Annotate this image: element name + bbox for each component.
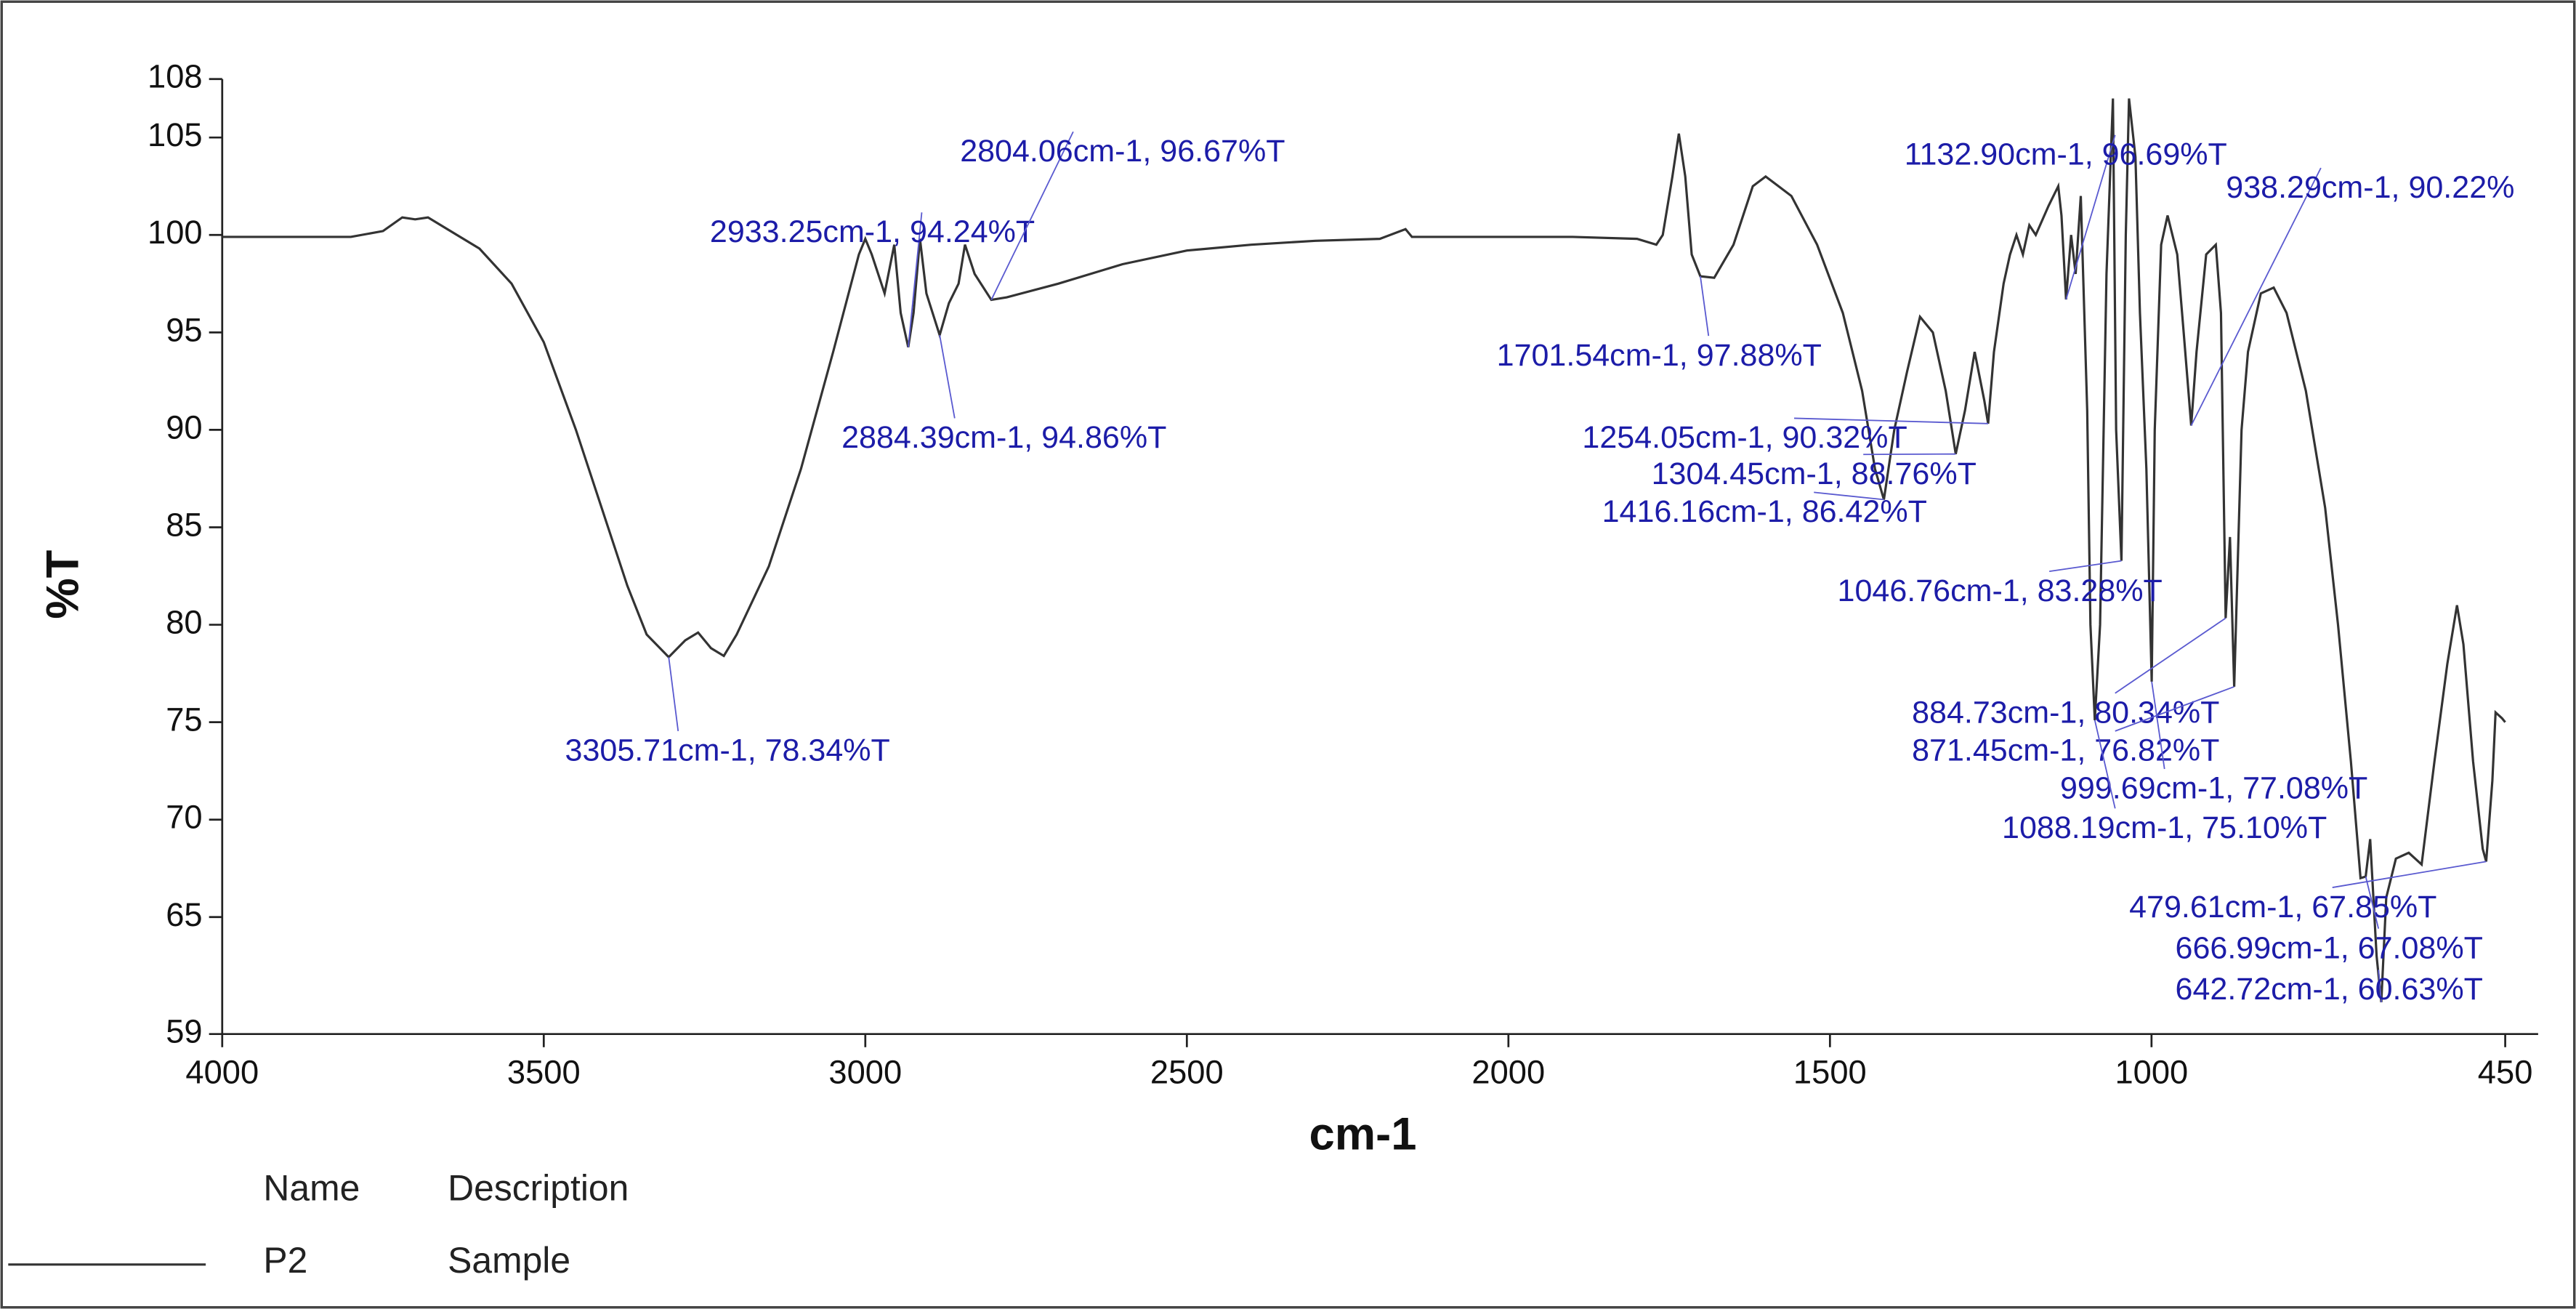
- annotation-leader: [668, 656, 679, 731]
- annotation-leader: [2093, 720, 2116, 809]
- x-tick-label: 1500: [1793, 1054, 1867, 1091]
- annotation-label: 999.69cm-1, 77.08%T: [2060, 771, 2367, 806]
- annotation-label: 479.61cm-1, 67.85%T: [2129, 890, 2436, 925]
- annotation-leader: [939, 334, 956, 419]
- legend-description: Sample: [448, 1240, 570, 1281]
- annotation-label: 2933.25cm-1, 94.24%T: [710, 214, 1035, 249]
- x-tick-label: 3500: [507, 1054, 581, 1091]
- annotation-label: 3305.71cm-1, 78.34%T: [565, 733, 890, 768]
- annotation-label: 1416.16cm-1, 86.42%T: [1602, 494, 1927, 529]
- legend-header: Name: [263, 1167, 360, 1208]
- annotation-label: 642.72cm-1, 60.63%T: [2176, 972, 2483, 1007]
- x-tick-label: 3000: [828, 1054, 902, 1091]
- annotation-label: 2884.39cm-1, 94.86%T: [841, 420, 1166, 455]
- annotation-label: 1304.45cm-1, 88.76%T: [1652, 456, 1977, 491]
- y-tick-label: 75: [166, 701, 202, 738]
- y-tick-label: 59: [166, 1013, 202, 1050]
- annotation-label: 1701.54cm-1, 97.88%T: [1497, 338, 1822, 373]
- annotation-leader: [2378, 970, 2382, 1003]
- y-tick-label: 80: [166, 604, 202, 641]
- annotation-leader: [1700, 275, 1710, 337]
- y-tick-label: 95: [166, 311, 202, 348]
- annotation-leader: [990, 131, 1074, 300]
- y-tick-label: 108: [148, 58, 203, 95]
- y-axis-title: %T: [37, 549, 88, 619]
- x-tick-label: 4000: [185, 1054, 259, 1091]
- annotation-leader: [907, 212, 923, 347]
- x-tick-label: 2000: [1471, 1054, 1545, 1091]
- x-axis-title: cm-1: [1309, 1108, 1417, 1159]
- annotation-label: 1088.19cm-1, 75.10%T: [2002, 810, 2327, 845]
- y-tick-label: 70: [166, 799, 202, 836]
- annotation-label: 666.99cm-1, 67.08%T: [2176, 930, 2483, 965]
- annotation-leader: [2332, 861, 2487, 888]
- annotation-leader: [1794, 417, 1989, 424]
- y-tick-label: 90: [166, 408, 202, 446]
- x-tick-label: 2500: [1150, 1054, 1224, 1091]
- annotation-leader: [2065, 134, 2116, 300]
- y-tick-label: 100: [148, 214, 203, 251]
- annotation-leader: [2115, 617, 2226, 694]
- legend-label: P2: [263, 1240, 307, 1281]
- annotation-leader: [2365, 876, 2380, 929]
- annotation-label: 1132.90cm-1, 96.69%T: [1905, 137, 2227, 172]
- x-tick-label: 1000: [2115, 1054, 2188, 1091]
- legend-header: Description: [448, 1167, 629, 1208]
- annotation-label: 1254.05cm-1, 90.32%T: [1582, 420, 1907, 455]
- spectrum-line: [222, 98, 2506, 1003]
- annotation-leader: [2115, 685, 2234, 732]
- y-tick-label: 65: [166, 896, 202, 933]
- y-tick-label: 85: [166, 506, 202, 543]
- annotation-label: 1046.76cm-1, 83.28%T: [1838, 573, 2163, 608]
- annotation-leader: [1863, 453, 1956, 456]
- x-tick-label: 450: [2478, 1054, 2533, 1091]
- annotation-label: 2804.06cm-1, 96.67%T: [960, 134, 1285, 169]
- annotation-label: 938.29cm-1, 90.22%: [2226, 170, 2514, 205]
- annotation-leader: [2190, 167, 2322, 426]
- annotation-label: 884.73cm-1, 80.34%T: [1912, 696, 2219, 730]
- annotation-leader: [1814, 491, 1884, 501]
- y-tick-label: 105: [148, 116, 203, 153]
- annotation-label: 871.45cm-1, 76.82%T: [1912, 733, 2219, 768]
- annotation-leader: [2151, 681, 2165, 770]
- annotation-leader: [2049, 560, 2122, 572]
